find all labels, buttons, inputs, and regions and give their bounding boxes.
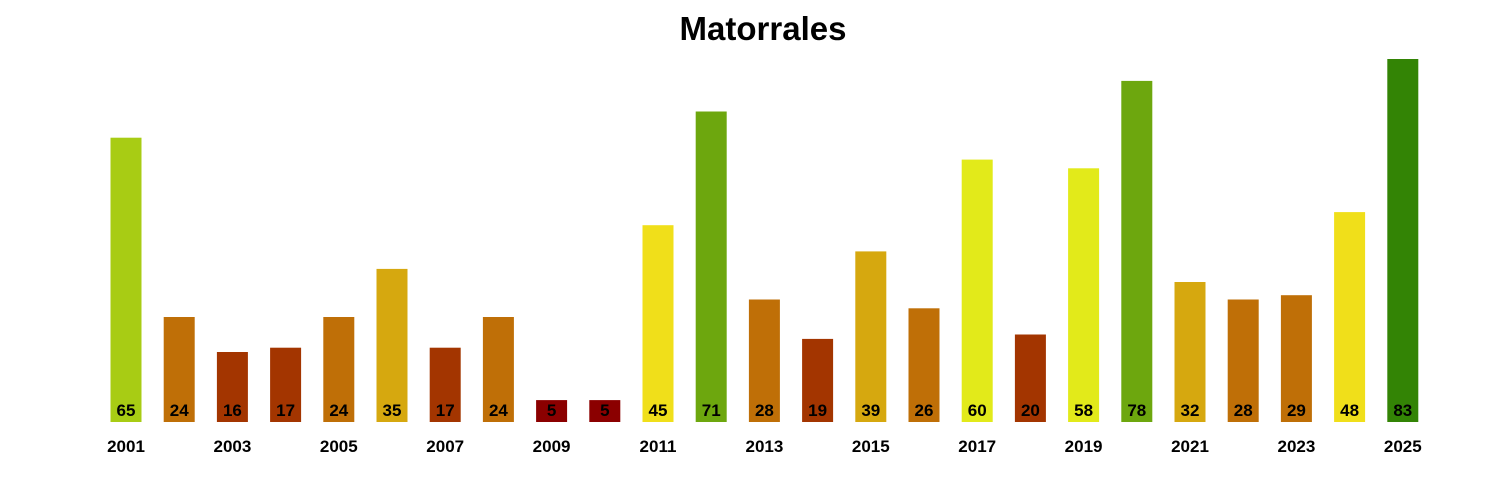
value-label-2019: 58: [1074, 401, 1093, 420]
bar-2007: [429, 347, 461, 422]
x-tick-label-2003: 2003: [213, 437, 251, 456]
x-tick-label-2021: 2021: [1171, 437, 1209, 456]
bar-2025: [1387, 59, 1419, 422]
value-label-2023: 29: [1287, 401, 1306, 420]
value-label-2015: 39: [861, 401, 880, 420]
bar-2003: [216, 352, 248, 422]
value-label-2014: 19: [808, 401, 827, 420]
x-tick-label-2005: 2005: [320, 437, 358, 456]
value-label-2006: 35: [383, 401, 402, 420]
bar-2011: [642, 225, 674, 422]
x-tick-label-2007: 2007: [426, 437, 464, 456]
bar-2021: [1174, 282, 1206, 422]
bar-2004: [270, 347, 302, 422]
value-label-2024: 48: [1340, 401, 1359, 420]
chart-title: Matorrales: [679, 10, 847, 47]
value-label-2009: 5: [547, 401, 556, 420]
value-label-2008: 24: [489, 401, 508, 420]
value-label-2002: 24: [170, 401, 189, 420]
value-label-2012: 71: [702, 401, 721, 420]
x-tick-label-2001: 2001: [107, 437, 145, 456]
bar-2024: [1334, 212, 1366, 422]
value-label-2021: 32: [1181, 401, 1200, 420]
value-label-2005: 24: [329, 401, 348, 420]
bar-2019: [1068, 168, 1100, 422]
value-labels-layer: 65 24 16 17 24 35 17 24 5 5 45 71 28 19 39 26 60 20 58 78 32…: [117, 401, 1413, 420]
bar-2001: [110, 137, 142, 422]
value-label-2004: 17: [276, 401, 295, 420]
bar-2008: [482, 317, 514, 422]
bar-2022: [1227, 299, 1259, 422]
bar-2006: [376, 268, 408, 422]
value-label-2010: 5: [600, 401, 609, 420]
x-tick-label-2011: 2011: [640, 437, 677, 456]
bar-2018: [1014, 334, 1046, 422]
bar-2012: [695, 111, 727, 422]
bar-2020: [1121, 80, 1153, 423]
bar-2010: [589, 400, 621, 422]
x-tick-label-2017: 2017: [958, 437, 996, 456]
x-tick-label-2025: 2025: [1384, 437, 1422, 456]
bars-layer: [110, 59, 1419, 423]
value-label-2011: 45: [649, 401, 668, 420]
value-label-2016: 26: [915, 401, 934, 420]
bar-2005: [323, 317, 355, 422]
bar-2023: [1280, 295, 1312, 422]
x-tick-label-2013: 2013: [745, 437, 783, 456]
bar-2015: [855, 251, 887, 422]
x-axis-ticks-layer: 2001 2003 2005 2007 2009 2011 2013 2015 2017 2019…: [107, 437, 1422, 456]
bar-2002: [163, 317, 195, 422]
bar-2009: [536, 400, 568, 422]
value-label-2022: 28: [1234, 401, 1253, 420]
value-label-2007: 17: [436, 401, 455, 420]
bar-2016: [908, 308, 940, 422]
x-tick-label-2019: 2019: [1065, 437, 1103, 456]
value-label-2017: 60: [968, 401, 987, 420]
value-label-2013: 28: [755, 401, 774, 420]
value-label-2020: 78: [1127, 401, 1146, 420]
value-label-2001: 65: [117, 401, 136, 420]
value-label-2003: 16: [223, 401, 242, 420]
bar-2017: [961, 159, 993, 422]
value-label-2025: 83: [1393, 401, 1412, 420]
x-tick-label-2023: 2023: [1277, 437, 1315, 456]
x-tick-label-2009: 2009: [533, 437, 571, 456]
value-label-2018: 20: [1021, 401, 1040, 420]
bar-2014: [802, 338, 834, 422]
x-tick-label-2015: 2015: [852, 437, 890, 456]
bar-2013: [748, 299, 780, 422]
